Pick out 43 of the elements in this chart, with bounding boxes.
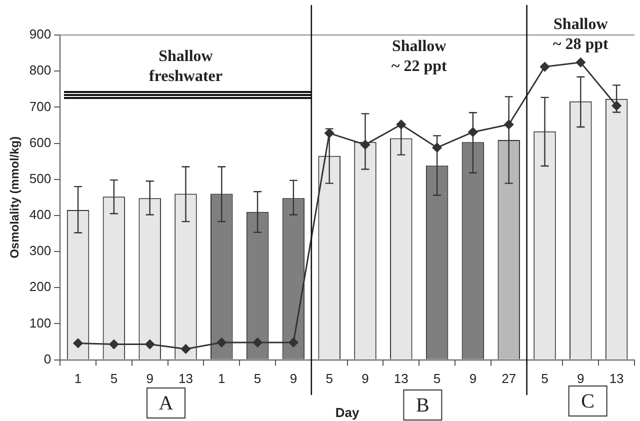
x-tick-label: 9 (146, 371, 154, 386)
y-axis-title: Osmolality (mmol/kg) (8, 136, 22, 258)
text: C (581, 390, 594, 412)
y-tick-label: 100 (29, 315, 52, 330)
x-tick-label: 13 (394, 371, 408, 386)
point (109, 340, 119, 350)
point (252, 338, 262, 348)
y-tick-label: 700 (29, 98, 52, 114)
x-tick-label: 1 (218, 371, 226, 386)
annotation: Shallow ~ 22 ppt (391, 38, 448, 76)
point (73, 338, 83, 348)
y-tick-label: 400 (29, 207, 52, 222)
x-tick-label: 9 (469, 371, 477, 386)
y-tick-label: 500 (29, 170, 52, 186)
x-tick-label: 5 (433, 371, 441, 386)
x-tick-label: 5 (110, 371, 118, 386)
y-tick-label: 0 (44, 351, 52, 366)
x-axis-title: Day (335, 404, 360, 420)
annotation: Shallow freshwater (149, 48, 222, 86)
x-tick-label: 9 (577, 371, 584, 386)
y-tick-label: 300 (29, 243, 52, 258)
x-tick-label: 9 (362, 371, 369, 386)
point (216, 338, 226, 348)
x-tick-label: 27 (502, 371, 516, 386)
point (180, 344, 190, 354)
y-tick-label: 900 (29, 26, 52, 42)
text: B (416, 394, 430, 416)
x-tick-label: 1 (74, 371, 82, 386)
point (145, 340, 155, 350)
x-tick-label: 5 (254, 371, 262, 386)
y-tick-label: 200 (29, 279, 52, 294)
annotation: Shallow ~ 28 ppt (552, 16, 610, 54)
x-tick-label: 13 (178, 371, 193, 386)
x-tick-label: 9 (290, 371, 298, 386)
point (540, 62, 550, 72)
x-tick-label: 5 (541, 371, 548, 386)
text: A (158, 392, 174, 414)
x-tick-label: 13 (609, 371, 624, 386)
x-tick-label: 5 (326, 371, 333, 386)
y-tick-label: 600 (29, 134, 52, 150)
point (288, 338, 298, 348)
point (576, 58, 586, 68)
y-tick-label: 800 (29, 62, 52, 78)
